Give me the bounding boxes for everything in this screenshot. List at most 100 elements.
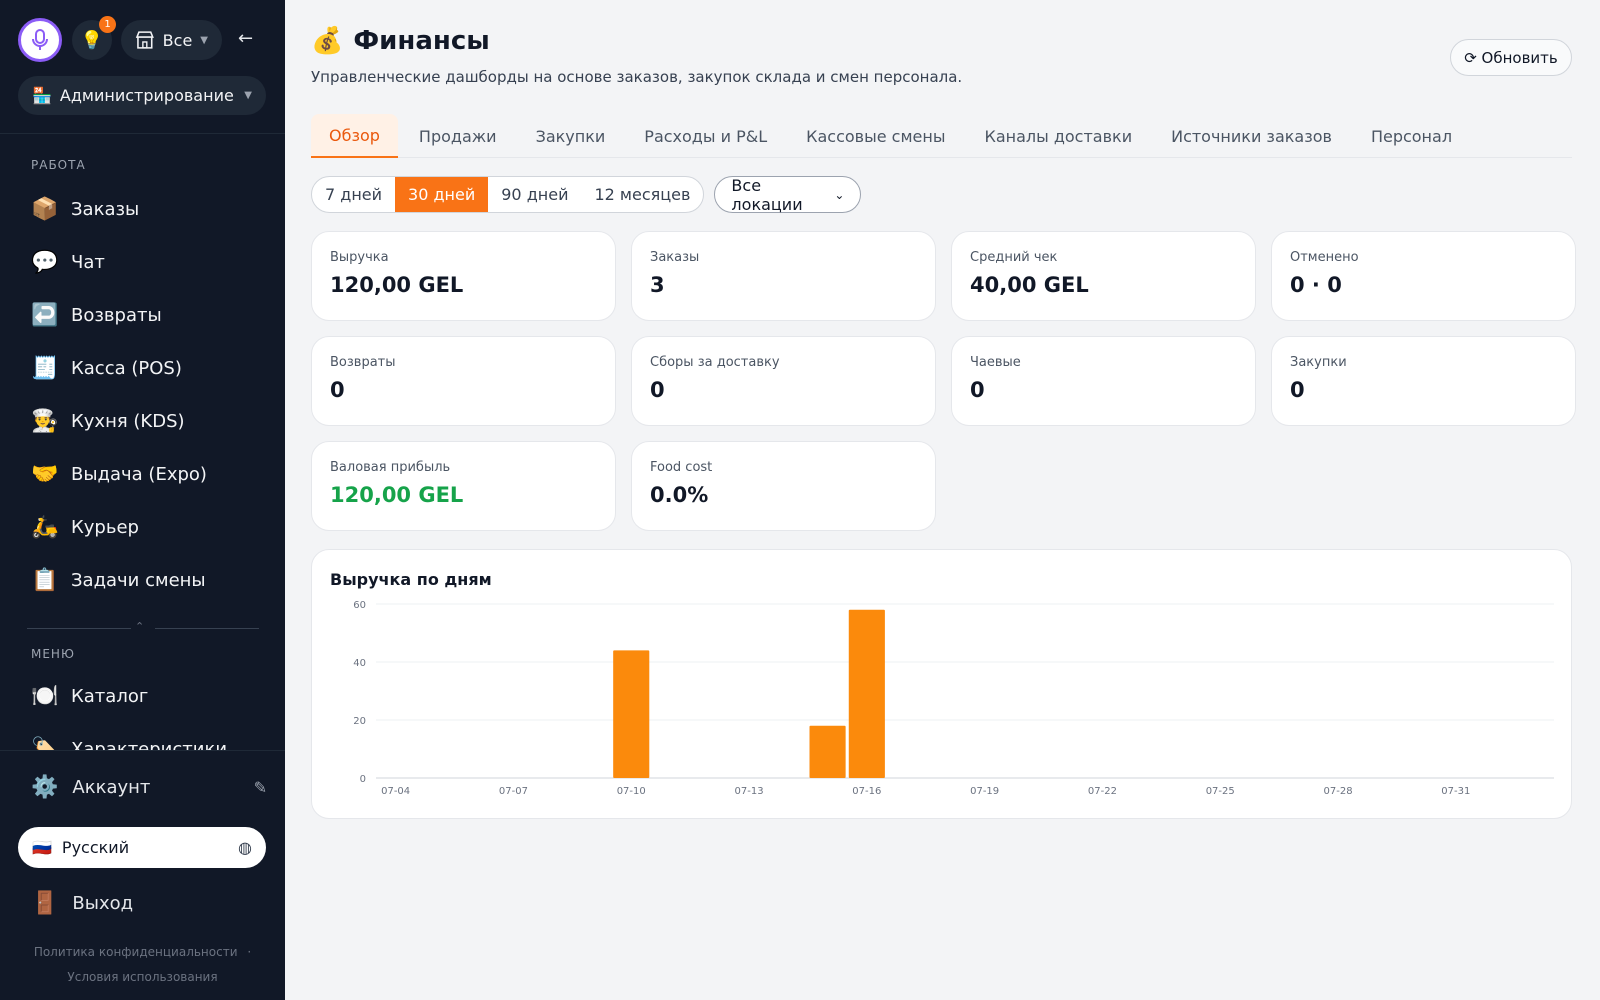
tips-button[interactable]: 💡 1 [72, 16, 116, 60]
store-icon [135, 31, 154, 49]
nav-icon: 🧾 [31, 356, 59, 381]
kpi-value: 120,00 GEL [330, 273, 464, 297]
kpi-label: Отменено [1290, 250, 1359, 265]
nav-icon: 🏷️ [31, 737, 59, 750]
tab-0[interactable]: Обзор [311, 114, 398, 158]
sidebar-item-work-5[interactable]: 🤝 Выдача (Expo) [18, 448, 268, 501]
terms-link[interactable]: Условия использования [67, 970, 218, 984]
kpi-card: Сборы за доставку 0 [631, 336, 936, 426]
tab-6[interactable]: Источники заказов [1171, 126, 1332, 146]
location-select[interactable]: Все локации ⌄ [714, 176, 862, 214]
revenue-chart: 0 20 40 60 07-04 07-07 07-10 07-13 07-16 07-19 07-… [353, 600, 1554, 797]
tab-5[interactable]: Каналы доставки [984, 126, 1133, 146]
kpi-label: Сборы за доставку [650, 355, 780, 370]
kpi-label: Заказы [650, 250, 700, 265]
nav-label: Чат [71, 252, 105, 273]
page-title-text: Финансы [353, 26, 490, 56]
legal-separator: · [247, 945, 252, 959]
bar-07-16[interactable] [848, 609, 885, 778]
sidebar-item-menu-0[interactable]: 🍽️ Каталог [18, 670, 268, 723]
role-label: Администрирование [59, 86, 234, 105]
kpi-card: Возвраты 0 [311, 336, 616, 426]
kpi-label: Закупки [1290, 355, 1347, 370]
nav-icon: 🍽️ [31, 684, 59, 709]
x-tick-label: 07-16 [852, 786, 881, 797]
sidebar-item-work-4[interactable]: 👨‍🍳 Кухня (KDS) [18, 395, 268, 448]
sidebar-item-menu-1[interactable]: 🏷️ Характеристики [18, 723, 268, 750]
bar-07-10[interactable] [613, 650, 650, 778]
x-tick-label: 07-19 [970, 786, 999, 797]
tab-7[interactable]: Персонал [1370, 126, 1453, 146]
sidebar-item-work-1[interactable]: 💬 Чат [18, 236, 268, 289]
filters: 7 дней 30 дней 90 дней 12 месяцев Все локац… [311, 176, 862, 214]
nav-label: Возвраты [71, 305, 162, 326]
tab-4[interactable]: Кассовые смены [806, 126, 946, 146]
chevron-down-icon: ▼ [200, 34, 208, 46]
sidebar-item-work-3[interactable]: 🧾 Касса (POS) [18, 342, 268, 395]
kpi-value: 0 [1290, 378, 1305, 402]
refresh-button[interactable]: ⟳ Обновить [1450, 39, 1572, 76]
tab-1[interactable]: Продажи [418, 126, 497, 146]
nav-icon: 👨‍🍳 [31, 409, 59, 434]
kpi-label: Средний чек [970, 250, 1058, 265]
nav-label: Кухня (KDS) [71, 411, 185, 432]
y-tick-label: 0 [360, 774, 366, 785]
nav-icon: 💬 [31, 250, 59, 275]
store-label: Все [162, 30, 193, 50]
sidebar-item-work-2[interactable]: ↩️ Возвраты [18, 289, 268, 342]
chevron-up-icon: ⌃ [135, 620, 145, 633]
nav-label: Каталог [71, 686, 149, 707]
kpi-card: Отменено 0 · 0 [1271, 231, 1576, 321]
nav-label: Выдача (Expo) [71, 464, 207, 485]
kpi-value: 0 [970, 378, 985, 402]
period-option-1[interactable]: 30 дней [395, 177, 489, 212]
kpi-value: 120,00 GEL [330, 483, 464, 507]
sidebar-item-work-6[interactable]: 🛵 Курьер [18, 501, 268, 554]
kpi-card: Выручка 120,00 GEL [311, 231, 616, 321]
main-content: 💰 Финансы Управленческие дашборды на осн… [285, 0, 1600, 1000]
account-link[interactable]: ⚙️ Аккаунт ✎ [31, 767, 267, 807]
y-tick-label: 60 [353, 600, 366, 611]
privacy-link[interactable]: Политика конфиденциальности [33, 945, 238, 959]
nav-icon: ↩️ [31, 303, 59, 328]
language-selector[interactable]: 🇷🇺 Русский ◍ [18, 827, 266, 868]
kpi-label: Выручка [330, 250, 389, 265]
notification-badge: 1 [99, 16, 116, 33]
revenue-chart-card: Выручка по дням 0 20 40 60 07-04 07-07 07-10 07… [311, 549, 1572, 819]
nav-label: Характеристики [71, 739, 228, 750]
sidebar: 💡 1 Все ▼ ← 🏪 Администрирование ▼ РАБОТА… [0, 0, 285, 1000]
sidebar-header: 💡 1 Все ▼ ← 🏪 Администрирование ▼ [0, 0, 285, 134]
bar-07-15[interactable] [809, 725, 846, 778]
kpi-card: Валовая прибыль 120,00 GEL [311, 441, 616, 531]
sidebar-item-work-7[interactable]: 📋 Задачи смены [18, 554, 268, 607]
store-selector[interactable]: Все ▼ [121, 20, 222, 60]
kpi-value: 0 [330, 378, 345, 402]
nav-label: Заказы [71, 199, 140, 220]
lightbulb-icon: 💡 [80, 29, 104, 51]
period-option-2[interactable]: 90 дней [501, 185, 569, 204]
section-divider[interactable]: ⌃ [27, 620, 259, 634]
nav-work: 📦 Заказы 💬 Чат ↩️ Возвраты 🧾 Касса (POS) 👨‍🍳 Кухн… [18, 183, 268, 607]
nav-icon: 🤝 [31, 462, 59, 487]
voice-button[interactable] [18, 18, 62, 62]
role-selector[interactable]: 🏪 Администрирование ▼ [18, 76, 266, 115]
nav-label: Касса (POS) [71, 358, 182, 379]
y-tick-label: 20 [353, 716, 366, 727]
section-label-menu: МЕНЮ [31, 647, 75, 661]
page-title: 💰 Финансы [311, 26, 490, 56]
door-icon: 🚪 [31, 890, 59, 916]
nav-icon: 📋 [31, 568, 59, 593]
flag-icon: 🇷🇺 [32, 838, 52, 857]
sidebar-item-work-0[interactable]: 📦 Заказы [18, 183, 268, 236]
y-tick-label: 40 [353, 658, 366, 669]
x-tick-label: 07-13 [735, 786, 764, 797]
kpi-card: Средний чек 40,00 GEL [951, 231, 1256, 321]
period-option-0[interactable]: 7 дней [325, 185, 383, 204]
kpi-value: 3 [650, 273, 665, 297]
tab-2[interactable]: Закупки [535, 126, 606, 146]
edit-icon[interactable]: ✎ [253, 777, 267, 797]
period-option-3[interactable]: 12 месяцев [594, 185, 691, 204]
tab-3[interactable]: Расходы и P&L [644, 126, 768, 146]
collapse-sidebar-button[interactable]: ← [238, 28, 254, 49]
logout-button[interactable]: 🚪 Выход [31, 883, 133, 923]
